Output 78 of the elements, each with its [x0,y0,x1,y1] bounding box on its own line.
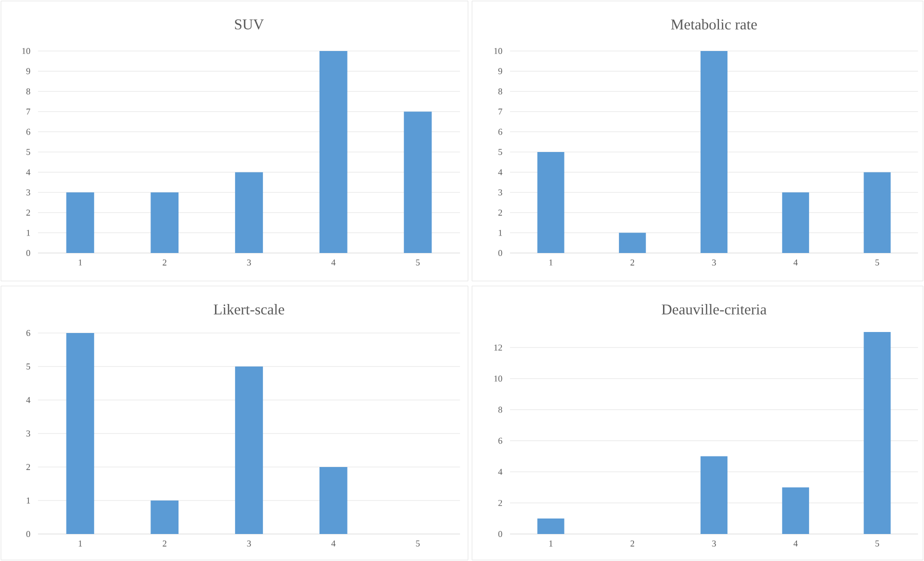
y-tick-label: 2 [26,210,30,216]
y-tick-label: 5 [26,149,30,155]
chart-title: Metabolic rate [671,18,757,30]
y-tick-label: 5 [26,364,30,370]
y-tick-label: 9 [498,68,502,74]
y-tick-label: 6 [26,128,30,135]
bar [150,192,179,253]
bar [618,232,646,253]
x-tick-label: 4 [331,540,336,546]
bar [864,172,891,253]
y-tick-label: 6 [26,330,30,336]
bar [537,518,564,534]
x-tick-label: 4 [331,260,336,266]
y-tick-label: 12 [494,344,502,351]
x-tick-label: 5 [416,260,420,266]
x-tick-label: 1 [78,260,82,266]
y-tick-label: 10 [494,48,502,54]
y-tick-label: 5 [498,149,502,155]
y-tick-label: 0 [26,250,30,256]
y-tick-label: 1 [26,498,30,504]
bar [700,456,728,534]
bar [66,192,94,253]
bar [700,50,728,253]
x-tick-label: 2 [630,540,634,546]
y-tick-label: 10 [22,48,30,54]
y-tick-label: 4 [26,397,30,403]
y-tick-label: 4 [498,169,502,176]
bar [66,333,94,534]
y-tick-label: 1 [498,230,502,236]
y-tick-label: 3 [26,430,30,437]
chart-title: SUV [235,19,264,30]
y-tick-label: 0 [26,530,30,538]
y-tick-label: 7 [498,108,502,115]
x-tick-label: 2 [630,260,634,266]
bar [782,192,810,253]
y-tick-label: 8 [498,406,502,413]
x-tick-label: 5 [416,540,420,546]
y-tick-label: 6 [498,128,502,135]
x-tick-label: 3 [247,260,251,266]
y-tick-label: 4 [26,169,30,176]
x-tick-label: 5 [875,260,880,266]
bar [235,366,263,534]
x-tick-label: 1 [78,540,82,546]
y-tick-label: 8 [26,88,30,94]
bar [782,487,810,534]
y-tick-label: 0 [498,250,502,256]
bar [150,500,179,534]
y-tick-label: 3 [498,189,502,196]
x-tick-label: 1 [549,540,553,546]
x-tick-label: 4 [794,540,798,546]
x-tick-label: 3 [712,540,716,547]
y-tick-label: 8 [498,88,502,94]
x-tick-label: 3 [712,260,716,266]
y-tick-label: 0 [498,530,502,538]
y-tick-label: 2 [498,500,502,506]
bar [319,467,348,534]
bar [537,152,564,253]
y-tick-label: 6 [498,438,502,444]
bar [235,172,263,253]
y-tick-label: 9 [26,68,30,74]
x-tick-label: 2 [162,540,166,546]
x-tick-label: 3 [247,540,251,547]
y-tick-label: 7 [26,108,30,115]
y-tick-label: 2 [498,210,502,216]
chart-title: Deauville-criteria [662,304,767,314]
y-tick-label: 2 [26,464,30,470]
bar [864,332,891,534]
bar [319,50,348,253]
y-tick-label: 4 [498,468,502,475]
y-tick-label: 3 [26,189,30,196]
bar [404,112,432,253]
y-tick-label: 10 [494,376,502,382]
y-tick-label: 1 [26,230,30,236]
x-tick-label: 2 [162,260,166,266]
x-tick-label: 5 [875,540,880,546]
chart-title: Likert-scale [214,304,284,314]
x-tick-label: 4 [794,260,798,266]
x-tick-label: 1 [549,260,553,266]
